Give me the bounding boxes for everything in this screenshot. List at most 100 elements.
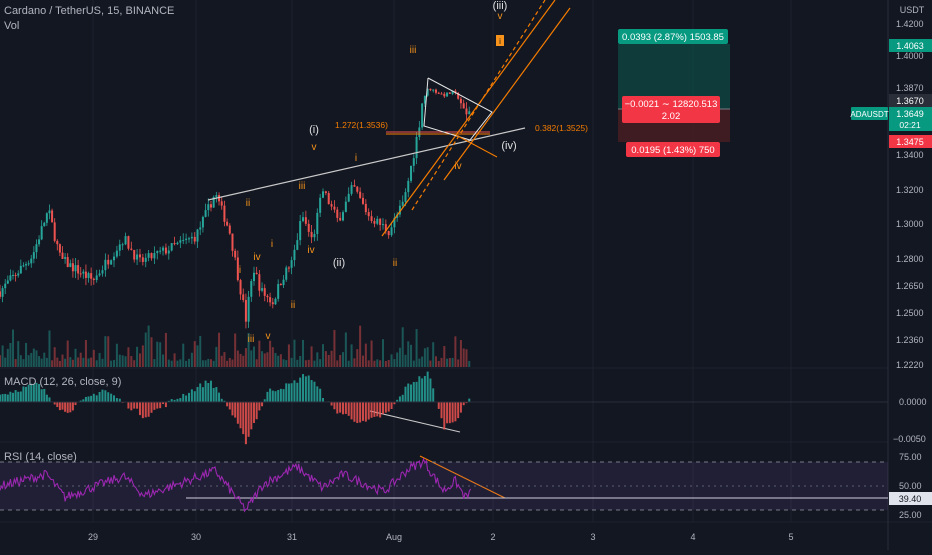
macd-bar [390, 402, 393, 410]
macd-title[interactable]: MACD (12, 26, close, 9) [4, 376, 122, 388]
volume-bar [462, 348, 465, 367]
volume-bar [164, 332, 167, 367]
macd-bar [333, 402, 336, 410]
candle-body [110, 260, 113, 265]
candle-body [373, 221, 376, 224]
macd-bar [45, 394, 48, 402]
price-axis[interactable]: USDT 1.4200 1.4000 1.3870 1.3400 1.3200 … [850, 5, 932, 520]
candle-body [90, 273, 93, 279]
volume-bar [141, 345, 144, 367]
candle-body [316, 212, 319, 234]
volume-bar [290, 357, 293, 367]
macd-bar [379, 402, 382, 418]
price-label: 1.3000 [896, 219, 924, 229]
macd-bar [182, 393, 185, 402]
symbol-tag-text: ADAUSDT [850, 110, 888, 119]
volume-bars [0, 325, 471, 367]
candle-body [0, 291, 1, 297]
volume-bar [204, 360, 207, 367]
volume-bar [468, 360, 471, 367]
candle-body [212, 196, 215, 208]
volume-bar [4, 357, 7, 367]
candle-body [322, 191, 325, 198]
volume-bar [187, 358, 190, 367]
candle-body [218, 195, 221, 202]
macd-axis-label: −0.0050 [893, 434, 926, 444]
macd-bar [209, 380, 212, 402]
volume-bar [56, 357, 59, 367]
macd-bar [247, 402, 250, 437]
macd-bar [138, 402, 141, 416]
wave-label: ii [246, 198, 250, 209]
fib-left-label: 1.272(1.3536) [335, 120, 388, 130]
volume-bar [263, 353, 266, 367]
candle-body [353, 185, 356, 187]
macd-bar [396, 399, 399, 402]
price-label: 1.2800 [896, 254, 924, 264]
volume-bar [107, 336, 110, 367]
macd-bar [261, 402, 264, 407]
candle-body [199, 227, 202, 230]
macd-bar [1, 394, 4, 402]
volume-bar [0, 355, 1, 367]
entry-price-tag [889, 94, 932, 107]
volume-bar [45, 357, 48, 367]
volume-bar [299, 356, 302, 367]
macd-bar [185, 395, 188, 402]
candle-body [412, 158, 415, 166]
volume-bar [384, 360, 387, 367]
macd-bar [412, 382, 415, 402]
candle-body [144, 257, 147, 262]
volume-bar [25, 342, 28, 367]
candle-body [333, 206, 336, 210]
macd-bar [82, 399, 85, 402]
volume-bar [255, 359, 258, 367]
candle-body [404, 192, 407, 202]
candle-body [173, 243, 176, 245]
candle-body [30, 258, 33, 264]
rsi-title[interactable]: RSI (14, close) [4, 451, 77, 463]
volume-bar [215, 346, 218, 367]
volume-bar [190, 352, 193, 367]
wave-label: v [312, 142, 317, 153]
candle-body [361, 197, 364, 204]
volume-bar [82, 357, 85, 367]
candle-body [468, 111, 471, 115]
candle-body [465, 108, 468, 115]
macd-bar [255, 402, 258, 420]
macd-bar [448, 402, 451, 424]
candle-body [179, 240, 182, 243]
volume-bar [98, 353, 101, 367]
volume-bar [1, 345, 4, 367]
candle-body [310, 231, 313, 238]
volume-bar [401, 327, 404, 367]
volume-bar [209, 359, 212, 367]
candle-body [285, 267, 288, 280]
candle-body [287, 267, 290, 269]
macd-bar [234, 402, 237, 418]
candle-body [159, 250, 162, 252]
candle-body [58, 244, 61, 253]
macd-bar [176, 398, 179, 402]
price-label: 1.2650 [896, 281, 924, 291]
candle-body [429, 88, 432, 91]
macd-bar [426, 371, 429, 402]
macd-bar [299, 377, 302, 402]
volume-bar [410, 344, 413, 367]
volume-bar [193, 341, 196, 367]
macd-bar [201, 387, 204, 402]
time-axis[interactable]: 29 30 31 Aug 2 3 4 5 [88, 532, 794, 542]
macd-bar [204, 380, 207, 402]
macd-bar [150, 402, 153, 413]
candle-body [255, 272, 258, 275]
long-position-tool[interactable]: 0.0393 (2.87%) 1503.85 −0.0021 ∼ 12820.5… [618, 29, 730, 157]
volume-bar [390, 354, 393, 367]
volume-bar [236, 350, 239, 367]
symbol-title[interactable]: Cardano / TetherUS, 15, BINANCE [4, 5, 175, 17]
candle-body [293, 249, 296, 261]
wave-label: ii [393, 258, 397, 269]
macd-bar [304, 376, 307, 402]
volume-bar [333, 329, 336, 367]
volume-bar [130, 356, 133, 367]
